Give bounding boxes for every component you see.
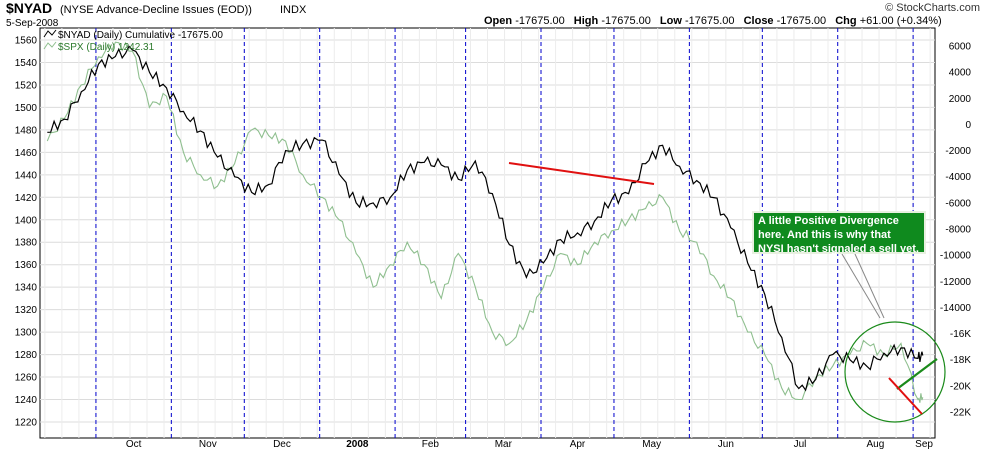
left-tick-label: 1280	[15, 350, 38, 361]
close-value: -17675.00	[777, 15, 827, 27]
left-tick-label: 1300	[15, 328, 38, 339]
legend-spx: $SPX (Daily) 1242.31	[58, 42, 155, 53]
right-tick-label: -8000	[945, 225, 971, 236]
annotation-line-3: NYSI hasn't signaled a sell yet.	[758, 243, 919, 255]
open-value: -17675.00	[515, 15, 565, 27]
left-tick-label: 1560	[15, 36, 38, 47]
legend: $NYAD (Daily) Cumulative -17675.00 $SPX …	[43, 29, 223, 53]
x-axis: Oct Nov Dec 2008 Feb Mar Apr May Jun Jul Aug Sep	[126, 439, 934, 450]
left-tick-label: 1400	[15, 215, 38, 226]
right-tick-label: -14000	[940, 303, 972, 314]
ohlc-readout: Open -17675.00 High -17675.00 Low -17675…	[484, 15, 942, 27]
right-tick-label: 4000	[949, 68, 972, 79]
right-tick-label: 2000	[949, 94, 972, 105]
annotation-line-2: here. And this is why that	[758, 229, 891, 241]
high-label: High	[574, 15, 599, 27]
month-label: 2008	[346, 439, 369, 450]
left-tick-label: 1500	[15, 103, 38, 114]
month-label: Jul	[794, 439, 807, 450]
green-trendline	[896, 358, 938, 390]
left-tick-label: 1240	[15, 395, 38, 406]
callout-pointer	[841, 253, 881, 319]
left-axis: 1220 1240 1260 1280 1300 1320 1340 1360 1380 1400…	[15, 36, 38, 429]
symbol-name: (NYSE Advance-Decline Issues (EOD))	[60, 4, 252, 16]
red-trendline-spx	[888, 377, 923, 415]
annotation-box: A little Positive Divergence here. And t…	[752, 211, 926, 255]
right-tick-label: 6000	[949, 42, 972, 53]
legend-swatch-spx	[43, 41, 57, 50]
right-tick-label: -16K	[950, 329, 971, 340]
callout-pointer-2	[854, 253, 885, 319]
right-tick-label: -22K	[950, 408, 971, 419]
left-tick-label: 1460	[15, 148, 38, 159]
right-tick-label: -12000	[940, 277, 972, 288]
month-label: Sep	[915, 439, 933, 450]
month-label: Dec	[273, 439, 291, 450]
month-label: Apr	[570, 439, 586, 450]
exchange-label: INDX	[280, 4, 307, 16]
legend-nyad: $NYAD (Daily) Cumulative -17675.00	[58, 30, 223, 41]
month-label: May	[642, 439, 661, 450]
right-tick-label: -20K	[950, 381, 971, 392]
spx-series-line	[46, 41, 924, 403]
left-tick-label: 1540	[15, 58, 38, 69]
left-tick-label: 1440	[15, 170, 38, 181]
month-label: Jun	[718, 439, 734, 450]
left-tick-label: 1380	[15, 238, 38, 249]
low-label: Low	[660, 15, 682, 27]
nyad-series-line	[47, 45, 924, 392]
chg-label: Chg	[835, 15, 856, 27]
left-tick-label: 1260	[15, 373, 38, 384]
chart-date: 5-Sep-2008	[6, 18, 59, 29]
month-label: Oct	[126, 439, 142, 450]
month-label: Mar	[495, 439, 513, 450]
high-value: -17675.00	[601, 15, 651, 27]
month-label: Nov	[199, 439, 217, 450]
left-tick-label: 1420	[15, 193, 38, 204]
left-tick-label: 1320	[15, 305, 38, 316]
red-trendline-nyad	[508, 162, 655, 185]
watermark: © StockCharts.com	[885, 2, 980, 14]
open-label: Open	[484, 15, 512, 27]
left-tick-label: 1340	[15, 283, 38, 294]
annotation-line-1: A little Positive Divergence	[758, 215, 899, 227]
right-tick-label: -18K	[950, 355, 971, 366]
left-tick-label: 1360	[15, 260, 38, 271]
symbol-title: $NYAD	[6, 0, 52, 16]
right-tick-label: -4000	[945, 172, 971, 183]
highlight-circle	[844, 321, 946, 423]
legend-swatch-nyad	[43, 29, 57, 38]
close-label: Close	[744, 15, 774, 27]
month-label: Feb	[422, 439, 440, 450]
chg-value: +61.00 (+0.34%)	[860, 15, 942, 27]
right-tick-label: -10000	[940, 251, 972, 262]
month-label: Aug	[867, 439, 885, 450]
right-tick-label: 0	[965, 120, 971, 131]
left-tick-label: 1220	[15, 418, 38, 429]
left-tick-label: 1480	[15, 125, 38, 136]
right-tick-label: -2000	[945, 146, 971, 157]
left-tick-label: 1520	[15, 80, 38, 91]
right-axis: 6000 4000 2000 0 -2000 -4000 -6000 -8000 -10000 -…	[940, 42, 972, 419]
low-value: -17675.00	[685, 15, 735, 27]
right-tick-label: -6000	[945, 198, 971, 209]
